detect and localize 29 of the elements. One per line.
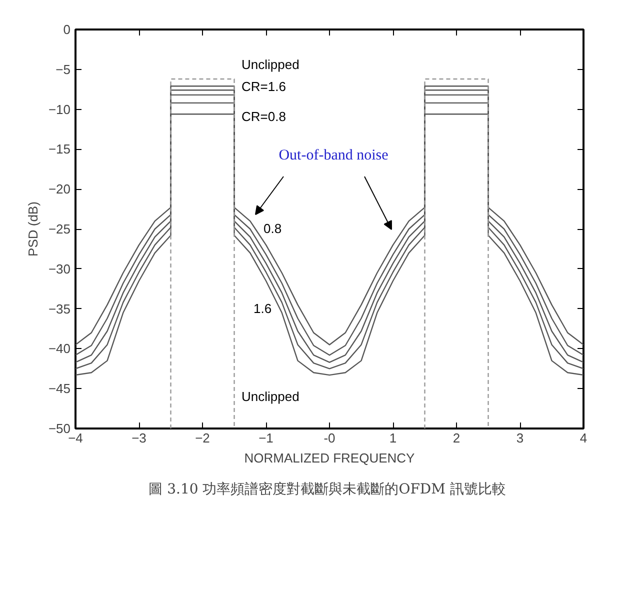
y-axis-title: PSD (dB) (25, 202, 40, 256)
x-tick-label: 3 (516, 430, 524, 446)
x-tick-label: −3 (132, 430, 146, 446)
annotation: CR=1.6 (242, 79, 286, 94)
y-tick-label: −20 (48, 182, 71, 197)
annotation: CR=0.8 (242, 109, 286, 124)
annotation: Out-of-band noise (278, 148, 389, 164)
x-tick-label: 2 (452, 430, 460, 446)
y-tick-label: −30 (48, 261, 71, 276)
x-tick-label: 4 (580, 430, 588, 446)
annotation: Unclipped (242, 57, 300, 72)
y-tick-label: −25 (48, 222, 71, 236)
annotation: 0.8 (264, 221, 282, 236)
x-tick-label: −1 (258, 430, 274, 446)
x-tick-label: -0 (324, 430, 336, 446)
y-tick-label: −10 (48, 102, 71, 117)
y-tick-label: 0 (63, 22, 71, 37)
annotation: 1.6 (254, 301, 272, 316)
y-tick-label: −5 (56, 62, 71, 77)
y-tick-label: −50 (48, 421, 71, 436)
y-tick-label: −15 (48, 142, 71, 157)
text: 圖 3.10 功率頻譜密度對截斷與未截斷的OFDM 訊號比較 (148, 482, 506, 498)
y-tick-label: −45 (48, 381, 71, 396)
x-tick-label: −2 (195, 430, 210, 446)
annotation: Unclipped (242, 389, 300, 404)
x-tick-label: 1 (389, 430, 397, 446)
y-tick-label: −35 (48, 301, 71, 316)
y-tick-label: −40 (48, 341, 71, 356)
x-axis-title: NORMALIZED FREQUENCY (244, 450, 416, 466)
